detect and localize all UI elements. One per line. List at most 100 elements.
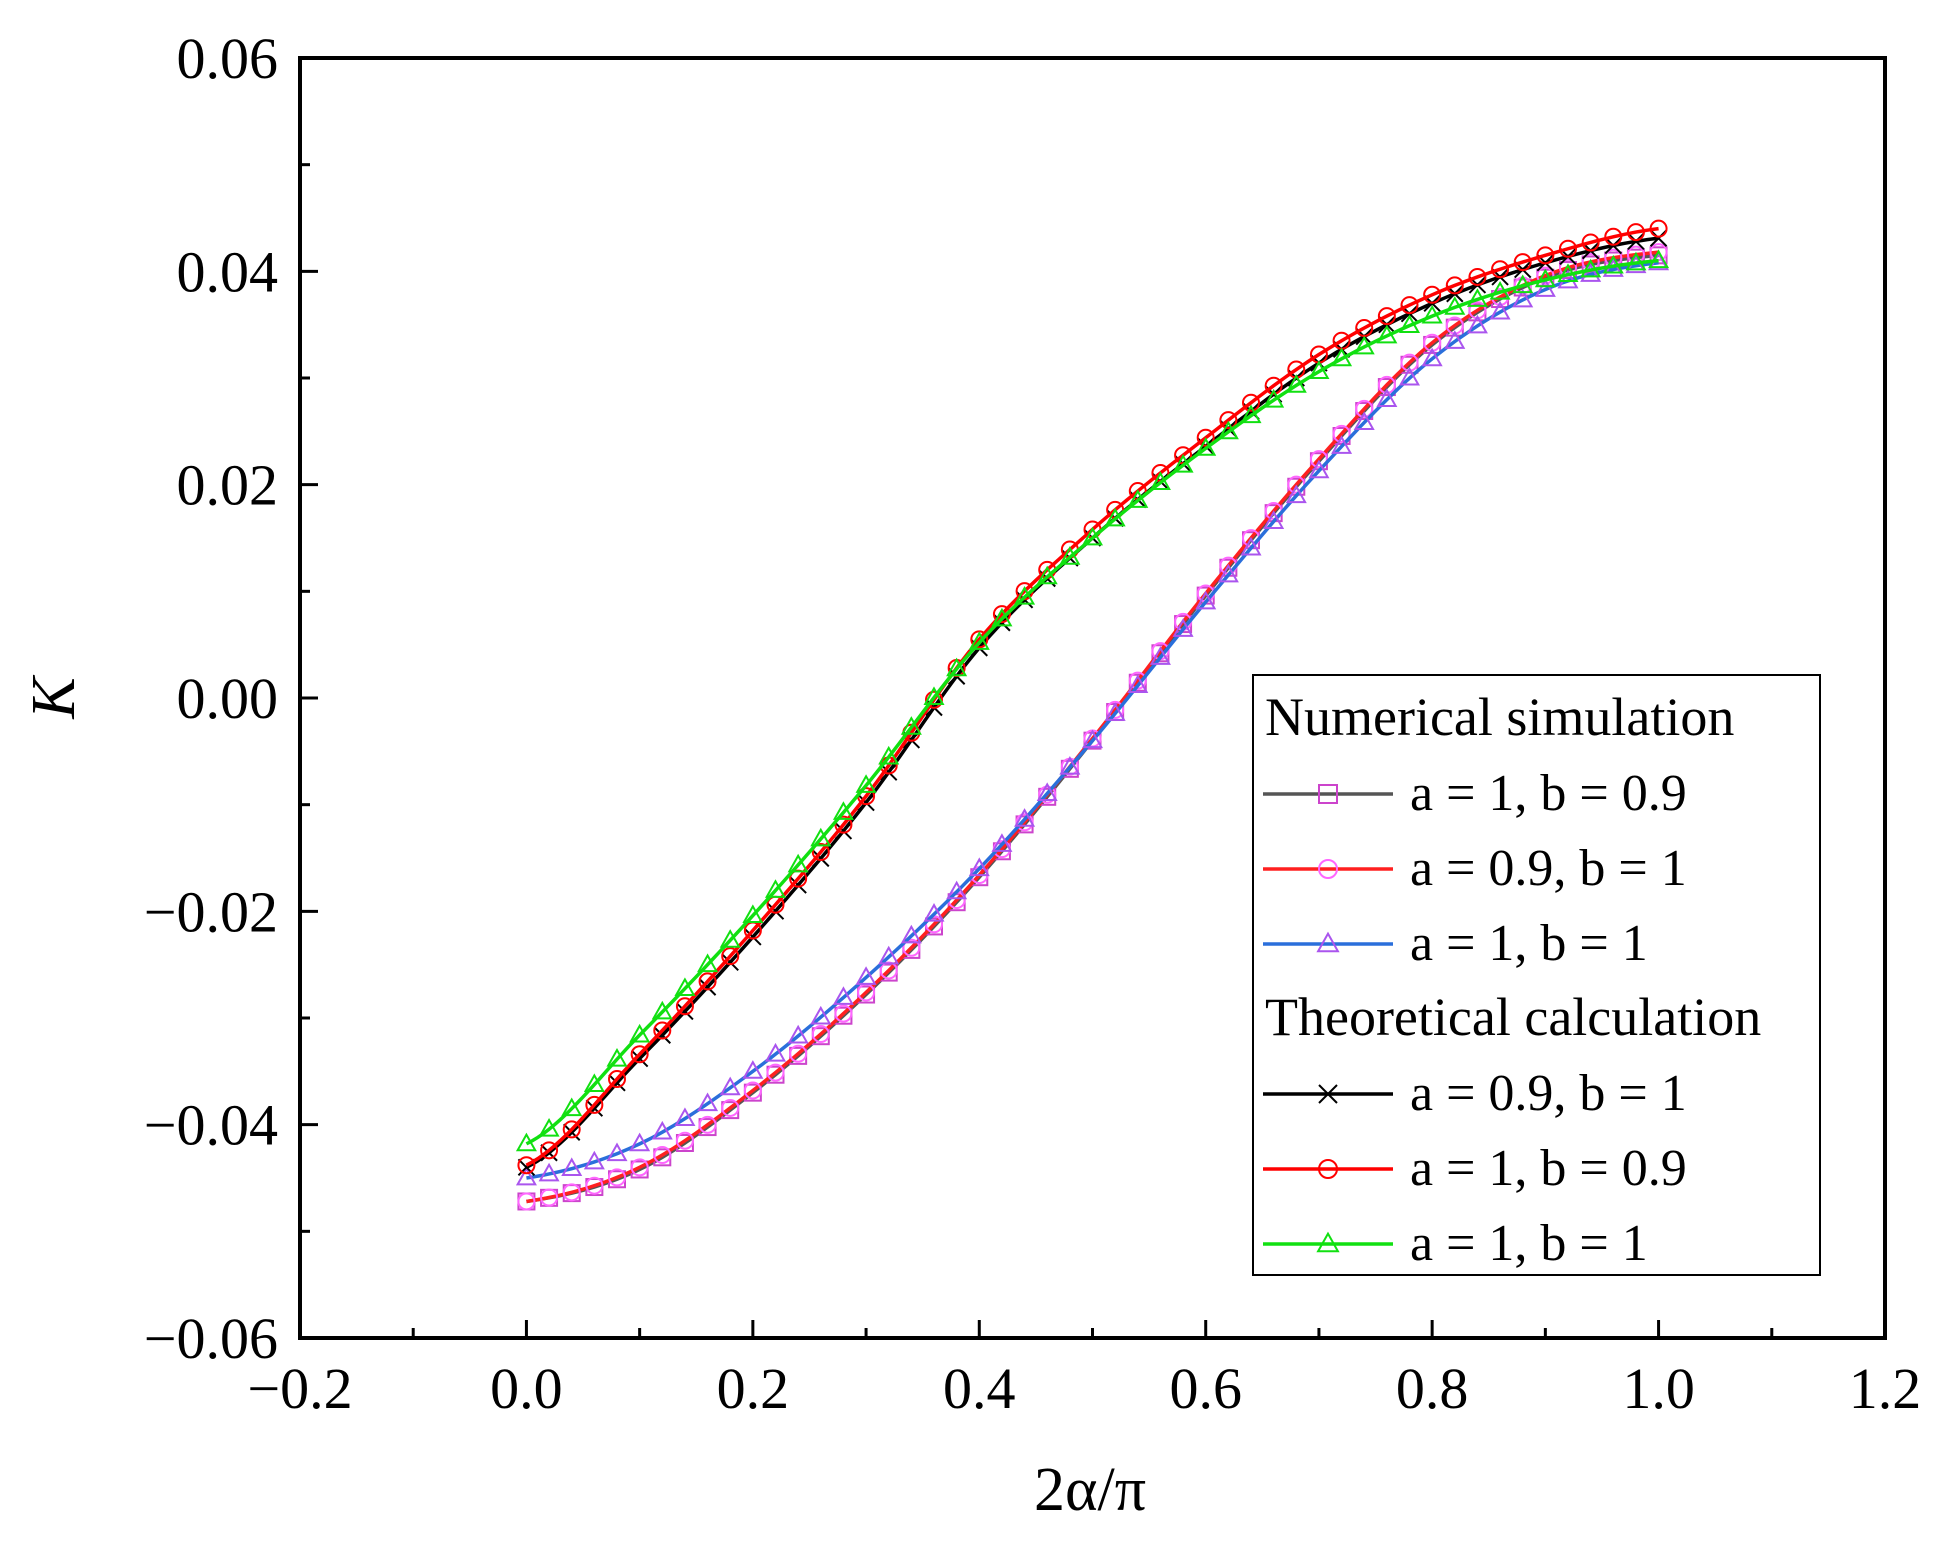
- marker-triangle: [1489, 300, 1511, 320]
- marker-circle: [1377, 307, 1396, 326]
- x-tick-label: 0.8: [1396, 1356, 1469, 1421]
- legend-heading: Theoretical calculation: [1265, 987, 1761, 1047]
- marker-triangle: [900, 924, 922, 944]
- marker-triangle: [923, 903, 945, 922]
- marker-circle: [653, 1021, 672, 1040]
- marker-circle: [1491, 260, 1510, 279]
- marker-triangle: [719, 929, 741, 948]
- marker-triangle: [1285, 374, 1307, 393]
- marker-circle: [1445, 276, 1464, 295]
- marker-cross: [653, 1026, 671, 1044]
- legend-marker: [1318, 784, 1338, 804]
- marker-circle: [675, 1131, 694, 1150]
- marker-triangle: [810, 827, 832, 847]
- marker-circle: [721, 947, 740, 966]
- marker-circle: [585, 1176, 604, 1195]
- marker-circle: [653, 1146, 672, 1165]
- marker-cross: [676, 1002, 694, 1021]
- marker-triangle: [1036, 565, 1058, 585]
- marker-circle: [1604, 227, 1623, 246]
- marker-triangle: [561, 1157, 583, 1177]
- series-layer: [515, 219, 1670, 1211]
- marker-triangle: [1398, 314, 1421, 334]
- marker-triangle: [651, 1120, 673, 1140]
- marker-triangle: [1172, 618, 1194, 637]
- marker-triangle: [1534, 278, 1556, 297]
- marker-triangle: [832, 986, 854, 1005]
- legend-marker: [1318, 1084, 1338, 1104]
- x-tick-label: 0.2: [717, 1356, 790, 1421]
- marker-triangle: [1014, 808, 1036, 827]
- marker-triangle: [1648, 249, 1670, 269]
- marker-triangle: [1127, 674, 1149, 694]
- marker-circle: [608, 1070, 626, 1089]
- marker-triangle: [923, 686, 945, 705]
- x-tick-label: 1.0: [1622, 1356, 1695, 1421]
- marker-triangle: [764, 879, 787, 898]
- legend-label: a = 1, b = 0.9: [1410, 765, 1687, 822]
- y-tick-label: 0.06: [177, 26, 279, 91]
- marker-circle: [1038, 785, 1057, 804]
- marker-triangle: [1376, 324, 1398, 344]
- legend-label: a = 0.9, b = 1: [1410, 840, 1687, 897]
- legend-label: a = 1, b = 0.9: [1410, 1140, 1687, 1197]
- marker-triangle: [1580, 258, 1602, 278]
- marker-cross: [721, 953, 739, 971]
- marker-triangle: [1444, 296, 1466, 315]
- marker-cross: [563, 1123, 581, 1141]
- marker-triangle: [1512, 274, 1534, 294]
- y-tick-label: 0.04: [177, 239, 279, 304]
- marker-circle: [1423, 285, 1442, 304]
- marker-triangle: [1353, 411, 1375, 430]
- marker-cross: [1318, 1084, 1338, 1104]
- marker-triangle: [538, 1118, 560, 1137]
- marker-circle: [608, 1168, 626, 1187]
- marker-triangle: [1557, 269, 1579, 289]
- marker-circle: [517, 1192, 536, 1211]
- marker-circle: [1196, 428, 1215, 447]
- marker-triangle: [697, 953, 719, 973]
- legend-label: a = 1, b = 1: [1410, 915, 1648, 972]
- marker-triangle: [787, 1024, 809, 1044]
- y-axis-title: K: [20, 674, 88, 720]
- x-tick-label: −0.2: [247, 1356, 352, 1421]
- marker-triangle: [742, 1060, 764, 1079]
- x-tick-label: 0.0: [490, 1356, 563, 1421]
- marker-cross: [630, 1049, 649, 1068]
- marker-triangle: [1331, 435, 1353, 454]
- marker-cross: [857, 793, 875, 812]
- marker-circle: [1581, 233, 1600, 252]
- legend-marker: [1318, 859, 1338, 879]
- marker-circle: [1332, 424, 1351, 443]
- marker-triangle: [606, 1048, 628, 1067]
- marker-triangle: [968, 631, 990, 650]
- marker-square: [1318, 784, 1338, 804]
- marker-triangle: [1376, 388, 1398, 408]
- marker-triangle: [1081, 729, 1104, 749]
- marker-circle: [1377, 375, 1396, 394]
- marker-triangle: [1316, 1231, 1340, 1253]
- marker-circle: [630, 1045, 649, 1064]
- legend-label: a = 1, b = 1: [1410, 1215, 1648, 1272]
- marker-circle: [1128, 671, 1147, 690]
- marker-circle: [1536, 266, 1555, 285]
- marker-triangle: [1127, 489, 1149, 508]
- marker-circle: [834, 1004, 853, 1023]
- marker-circle: [743, 1081, 762, 1100]
- marker-circle: [1626, 223, 1645, 242]
- marker-circle: [766, 1063, 785, 1082]
- marker-cross: [1627, 232, 1645, 251]
- marker-triangle: [651, 1000, 673, 1020]
- marker-circle: [698, 972, 717, 991]
- y-tick-label: 0.02: [177, 453, 279, 518]
- marker-triangle: [1195, 437, 1217, 456]
- x-tick-label: 0.4: [943, 1356, 1016, 1421]
- marker-triangle: [1308, 459, 1330, 479]
- legend-marker: [1318, 1159, 1338, 1179]
- marker-triangle: [1149, 646, 1171, 665]
- marker-triangle: [1081, 526, 1104, 546]
- marker-triangle: [878, 745, 900, 765]
- marker-circle: [992, 605, 1011, 624]
- legend: Numerical simulation a = 1, b = 0.9 a = 0.…: [1252, 674, 1821, 1276]
- marker-triangle: [1263, 388, 1285, 408]
